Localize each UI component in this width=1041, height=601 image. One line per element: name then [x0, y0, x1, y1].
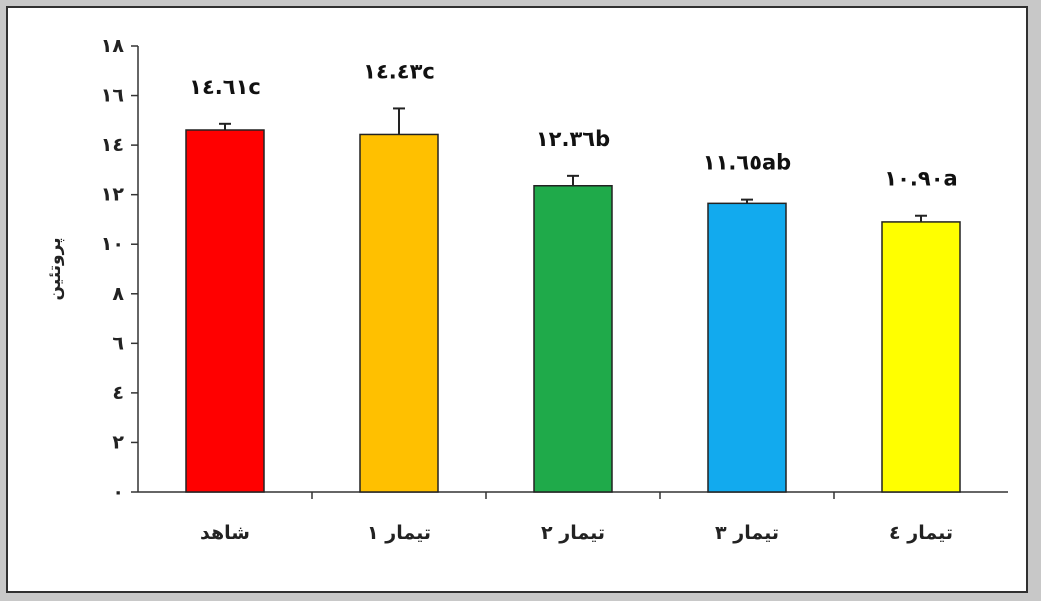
- data-labels: ١٤.٦١c ١٤.٤٣c ١٢.٣٦b ١١.٦٥ab ١٠.٩٠a: [189, 59, 958, 190]
- y-tick-label: ٢: [112, 431, 124, 453]
- x-axis: شاهد تیمار ۱ تیمار ۲ تیمار ۳ تیمار ٤: [138, 491, 1008, 544]
- data-label: ١٤.٤٣c: [363, 59, 435, 83]
- y-tick-label: ١٢: [101, 184, 125, 206]
- y-tick-label: ٦: [112, 332, 124, 354]
- bar: [185, 129, 265, 493]
- y-tick-label: ١٦: [101, 85, 124, 107]
- y-tick-label: ١٠: [101, 233, 124, 255]
- bar: [881, 221, 961, 493]
- bar-chart: ٠ ٢ ٤ ٦ ٨ ١٠ ١٢ ١٤ ١٦ ١٨ شاهد تیمار ۱ تیمار ۲ تیمار …: [45, 35, 1008, 544]
- x-tick-label: تیمار ۱: [367, 522, 431, 544]
- bar: [533, 184, 613, 493]
- data-label: ١٤.٦١c: [189, 75, 261, 99]
- data-label: ١٢.٣٦b: [536, 127, 610, 151]
- bars: [185, 107, 961, 493]
- y-tick-label: ٨: [112, 283, 124, 305]
- x-tick-label: تیمار ٤: [889, 522, 953, 544]
- x-tick-label: تیمار ۳: [715, 522, 779, 544]
- data-label: ١٠.٩٠a: [884, 167, 957, 191]
- x-tick-label: تیمار ۲: [541, 522, 605, 544]
- chart-frame: ٠ ٢ ٤ ٦ ٨ ١٠ ١٢ ١٤ ١٦ ١٨ شاهد تیمار ۱ تیمار ۲ تیمار …: [6, 6, 1028, 593]
- y-axis-title: پروتئین: [45, 237, 65, 300]
- y-axis: ٠ ٢ ٤ ٦ ٨ ١٠ ١٢ ١٤ ١٦ ١٨: [101, 35, 139, 503]
- y-tick-label: ٤: [112, 382, 124, 404]
- bar: [707, 202, 787, 493]
- y-tick-label: ١٤: [101, 134, 124, 156]
- bar: [359, 133, 439, 493]
- y-tick-label: ٠: [112, 481, 124, 503]
- y-tick-label: ١٨: [101, 35, 125, 57]
- x-tick-label: شاهد: [200, 522, 250, 544]
- data-label: ١١.٦٥ab: [703, 151, 791, 175]
